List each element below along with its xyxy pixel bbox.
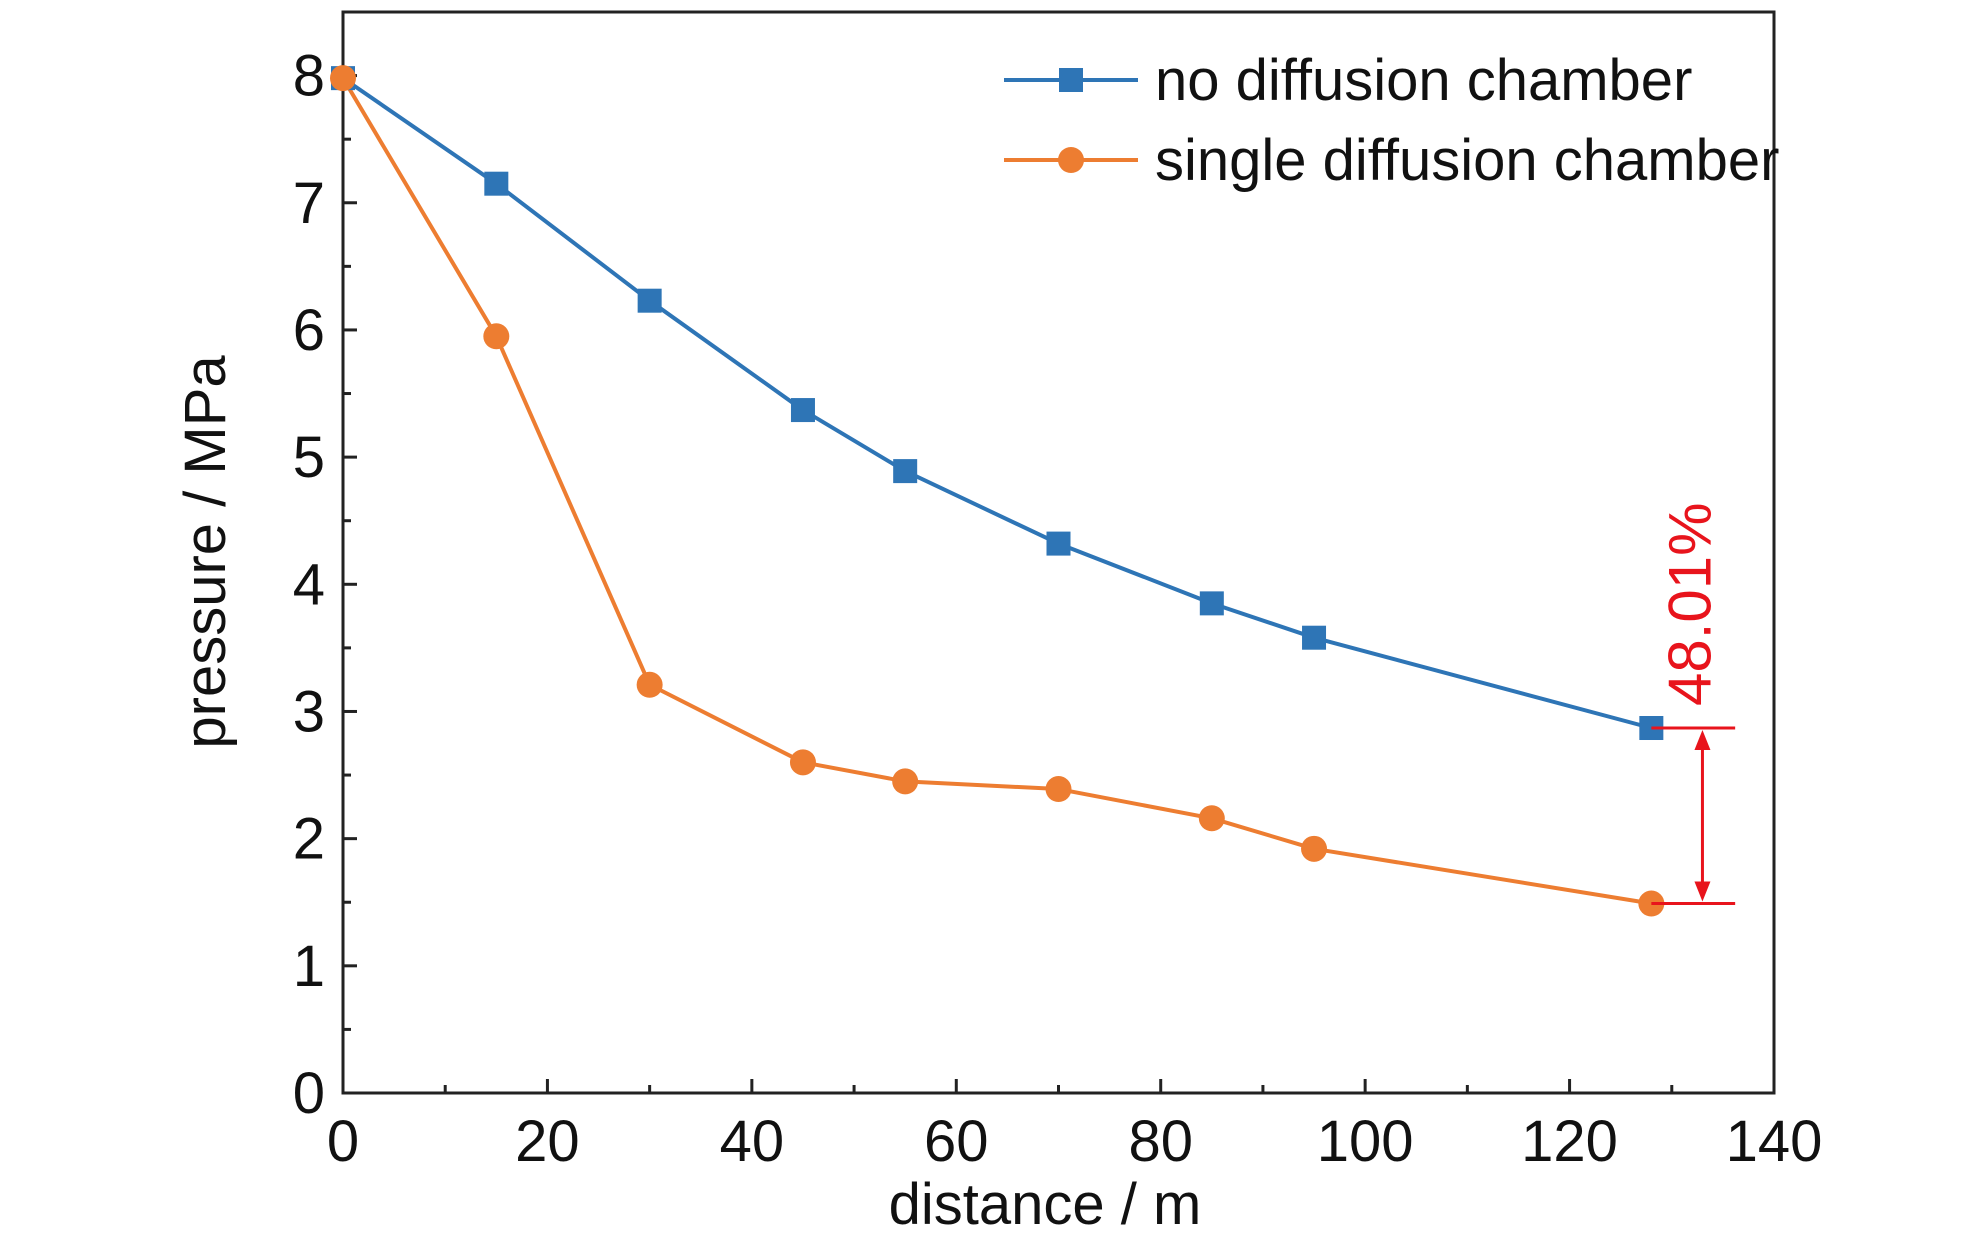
y-tick-label: 6 [293,298,325,363]
x-tick-label: 40 [720,1109,785,1174]
data-point-square [893,459,918,484]
x-axis-title: distance / m [889,1172,1202,1228]
x-tick-label: 140 [1726,1109,1823,1174]
y-tick-label: 7 [293,171,325,236]
legend-marker-circle [1058,147,1084,173]
data-point-circle [636,671,663,698]
data-point-square [1199,591,1224,616]
data-point-circle [1045,776,1072,803]
x-tick-label: 80 [1128,1109,1193,1174]
data-point-circle [330,65,356,92]
y-tick-label: 1 [293,934,325,999]
data-point-circle [892,768,919,795]
y-tick-label: 2 [293,807,325,872]
x-tick-label: 60 [924,1109,989,1174]
y-tick-label: 0 [293,1061,325,1126]
y-tick-label: 3 [293,679,325,744]
annotation-arrowhead-down [1694,881,1711,902]
legend-label-1: no diffusion chamber [1155,48,1692,113]
annotation-layer: 48.01% [1651,503,1736,906]
data-point-circle [1301,835,1328,862]
y-tick-label: 8 [293,44,325,109]
series-layer [330,65,1665,917]
legend: no diffusion chamber single diffusion cha… [1004,48,1779,193]
series-line-2 [341,77,1652,906]
y-axis-title: pressure / MPa [173,355,238,749]
data-point-square [1046,531,1071,556]
y-tick-label: 4 [293,552,325,617]
legend-label-2: single diffusion chamber [1155,128,1779,193]
data-point-square [790,398,815,423]
y-tick-label: 5 [293,425,325,490]
data-point-square [484,171,509,196]
x-tick-label: 100 [1317,1109,1414,1174]
data-point-square [1302,625,1327,650]
x-tick-label: 120 [1521,1109,1618,1174]
data-point-circle [1198,805,1225,832]
data-point-square [637,288,662,313]
ticks-layer: 0 20 40 60 80 100 120 140 0 1 2 3 4 5 6 7 8 [293,44,1823,1174]
x-tick-label: 20 [515,1109,580,1174]
data-point-circle [483,323,510,350]
data-point-circle [789,749,816,776]
annotation-label: 48.01% [1656,503,1723,707]
x-tick-label: 0 [327,1109,359,1174]
legend-marker-square [1059,68,1083,92]
annotation-arrowhead-up [1694,730,1711,751]
